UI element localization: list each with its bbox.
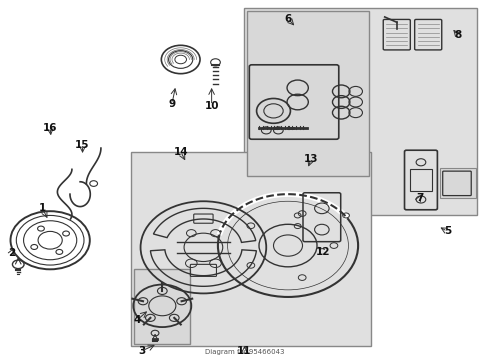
Text: 4: 4 [133,315,141,325]
Bar [247,10,368,176]
Text: Diagram for 95466043: Diagram for 95466043 [204,350,284,355]
Bar [131,152,370,346]
Text: 15: 15 [75,140,90,150]
Text: 6: 6 [284,14,291,24]
Text: 3: 3 [138,346,145,356]
Bar [439,168,475,198]
Text: 9: 9 [168,99,175,109]
Bar [409,169,431,191]
Text: 5: 5 [443,226,450,237]
Text: 12: 12 [315,247,329,257]
Text: 7: 7 [415,193,422,203]
Text: 2: 2 [8,248,15,258]
Text: 11: 11 [237,346,251,356]
Bar [134,269,190,345]
Text: 8: 8 [454,30,461,40]
Text: 13: 13 [304,154,318,164]
Text: 10: 10 [204,100,219,111]
Text: 16: 16 [43,122,57,132]
Text: 1: 1 [39,203,46,213]
Bar [244,8,476,215]
Text: 14: 14 [173,147,187,157]
